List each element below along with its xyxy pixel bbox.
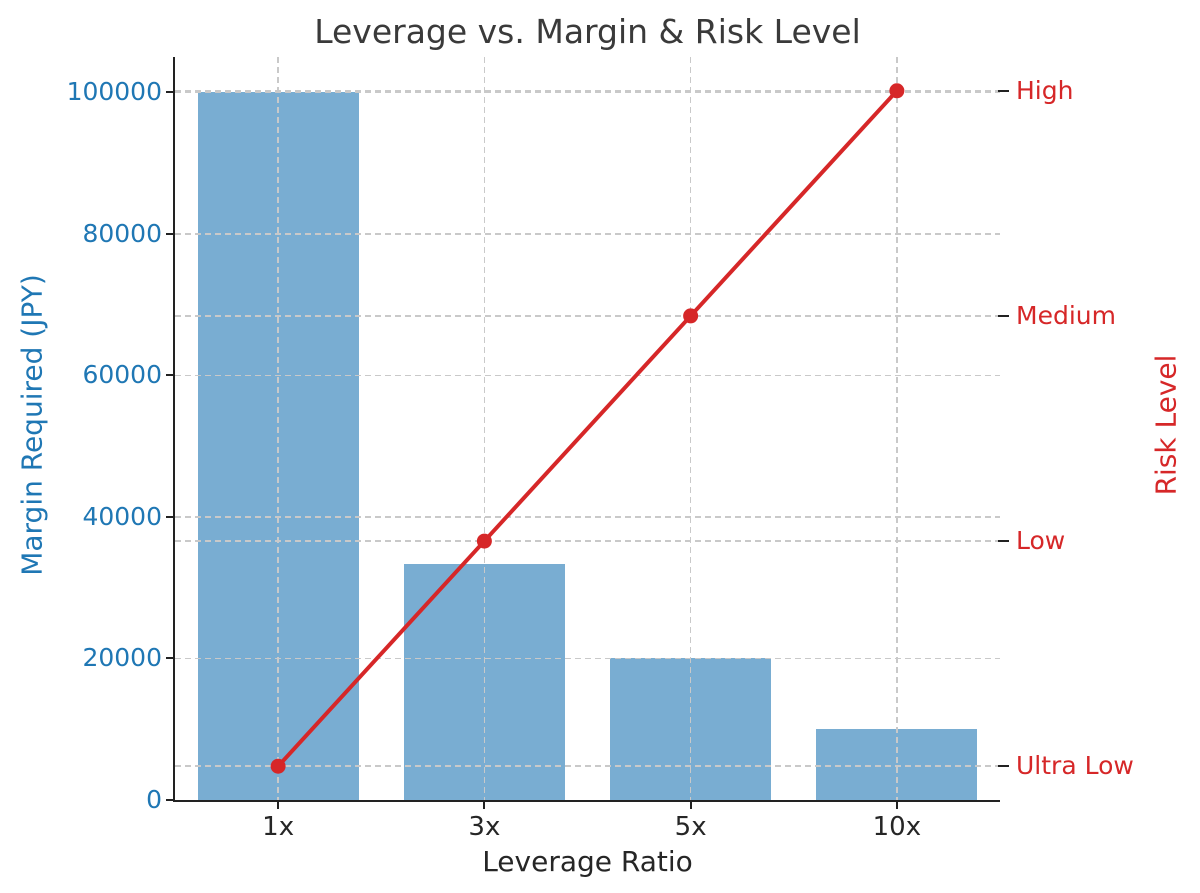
gridline-vertical-3x	[483, 57, 486, 800]
x-tick-mark-1x	[277, 801, 280, 809]
left-tick-label-100000: 100000	[66, 77, 162, 107]
right-axis-ticks: Ultra Low Low Medium High	[996, 57, 1200, 800]
right-tick-mark-ultra-low	[998, 764, 1009, 768]
bottom-axis-spine	[173, 799, 1000, 802]
gridline-left-40000	[175, 516, 1000, 518]
gridline-left-60000	[175, 374, 1000, 377]
right-tick-mark-medium	[998, 314, 1009, 318]
right-tick-mark-high	[998, 89, 1009, 93]
right-tick-mark-low	[998, 539, 1009, 543]
gridline-vertical-10x	[896, 57, 898, 800]
gridline-right-ultra-low	[175, 765, 1000, 767]
gridline-vertical-5x	[689, 57, 692, 800]
gridline-left-100000	[175, 91, 1000, 94]
x-axis-ticks: 1x 3x 5x 10x	[175, 800, 1000, 860]
gridline-left-20000	[175, 657, 1000, 660]
risk-line	[276, 89, 899, 768]
left-tick-mark-80000	[166, 232, 175, 235]
left-tick-mark-100000	[166, 91, 175, 94]
risk-point-1x	[270, 758, 286, 774]
left-tick-mark-20000	[166, 657, 175, 660]
x-tick-mark-10x	[895, 801, 898, 809]
gridline-right-medium	[175, 315, 1000, 317]
x-tick-label-10x: 10x	[872, 812, 922, 842]
right-tick-label-medium: Medium	[1016, 300, 1116, 330]
gridline-vertical-1x	[277, 57, 279, 800]
left-axis-ticks: 0 20000 40000 60000 80000 100000	[0, 57, 175, 814]
risk-point-10x	[889, 83, 905, 99]
left-tick-label-40000: 40000	[82, 501, 162, 531]
left-tick-label-60000: 60000	[82, 360, 162, 390]
left-axis-spine	[173, 57, 175, 800]
left-tick-mark-0	[166, 799, 175, 801]
right-tick-label-low: Low	[1016, 526, 1066, 556]
left-tick-mark-40000	[166, 515, 175, 518]
right-tick-label-high: High	[1016, 75, 1074, 105]
left-tick-label-0: 0	[146, 785, 162, 814]
risk-point-5x	[683, 308, 699, 324]
x-tick-mark-3x	[483, 801, 486, 809]
right-tick-label-ultra-low: Ultra Low	[1016, 751, 1134, 781]
left-tick-label-80000: 80000	[82, 218, 162, 248]
gridline-right-high	[175, 90, 1000, 92]
x-tick-label-3x: 3x	[468, 812, 501, 842]
chart-title: Leverage vs. Margin & Risk Level	[314, 12, 861, 51]
x-axis-title: Leverage Ratio	[482, 845, 693, 878]
risk-point-3x	[476, 533, 492, 549]
gridline-left-80000	[175, 233, 1000, 235]
risk-line-layer	[270, 83, 905, 774]
x-tick-label-1x: 1x	[262, 812, 295, 842]
left-tick-label-20000: 20000	[82, 643, 162, 673]
left-tick-mark-60000	[166, 374, 175, 377]
plot-area	[173, 57, 1000, 802]
gridline-right-low	[175, 540, 1000, 542]
x-tick-mark-5x	[689, 801, 692, 809]
x-tick-label-5x: 5x	[674, 812, 707, 842]
